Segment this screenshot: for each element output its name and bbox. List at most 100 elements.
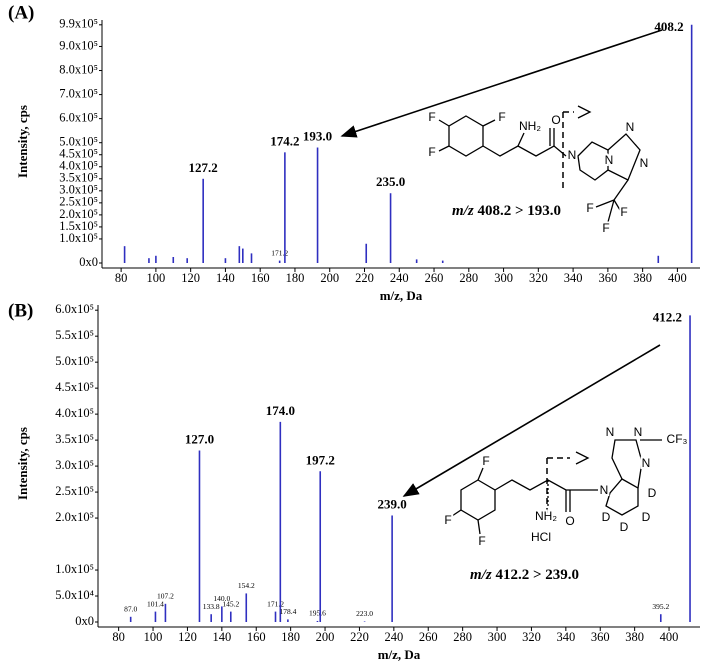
atom-label: N bbox=[634, 425, 643, 439]
peak-label: 195.6 bbox=[309, 609, 326, 618]
x-tick-label: 200 bbox=[320, 271, 339, 285]
atom-label: F bbox=[482, 454, 489, 468]
x-tick-label: 180 bbox=[281, 630, 300, 644]
annotation: m/z 412.2 > 239.0 bbox=[470, 567, 579, 583]
peak-label: 223.0 bbox=[356, 609, 373, 618]
panel-label: (A) bbox=[8, 2, 34, 23]
y-tick-label: 2.0x10⁵ bbox=[59, 207, 98, 221]
x-tick-label: 400 bbox=[660, 630, 679, 644]
atom-label: O bbox=[565, 514, 574, 528]
peak-label: 235.0 bbox=[376, 174, 405, 189]
atom-label: O bbox=[551, 113, 560, 127]
peak-label: 154.2 bbox=[238, 581, 255, 590]
peak-label: 171.2 bbox=[271, 248, 288, 257]
x-tick-label: 280 bbox=[459, 271, 478, 285]
x-tick-label: 120 bbox=[181, 271, 200, 285]
x-tick-label: 220 bbox=[355, 271, 374, 285]
structure-b bbox=[402, 344, 662, 535]
x-tick-label: 240 bbox=[390, 271, 409, 285]
x-tick-label: 320 bbox=[522, 630, 541, 644]
atom-label: NH₂ bbox=[519, 119, 541, 133]
x-tick-label: 160 bbox=[247, 630, 266, 644]
annotation-prefix: m/z bbox=[470, 567, 492, 583]
y-axis-title: Intensity, cps bbox=[15, 427, 30, 500]
y-tick-label: 6.0x10⁵ bbox=[59, 111, 98, 125]
atom-label: F bbox=[428, 110, 435, 124]
peak-label: 107.2 bbox=[157, 592, 174, 601]
x-tick-label: 260 bbox=[425, 271, 444, 285]
x-tick-label: 280 bbox=[453, 630, 472, 644]
x-tick-label: 300 bbox=[488, 630, 507, 644]
x-tick-label: 220 bbox=[350, 630, 369, 644]
atom-label: F bbox=[444, 513, 451, 527]
atom-label: N bbox=[640, 156, 649, 170]
atom-label: F bbox=[498, 110, 505, 124]
x-tick-label: 340 bbox=[556, 630, 575, 644]
peak-label: 171.2 bbox=[267, 599, 284, 608]
y-tick-label: 3.0x10⁵ bbox=[59, 183, 98, 197]
y-tick-label: 9.9x10⁵ bbox=[59, 17, 98, 31]
annotation-prefix: m/z bbox=[452, 203, 474, 219]
peak-label: 174.0 bbox=[266, 403, 295, 418]
atom-label: NH₂ bbox=[535, 509, 557, 523]
peak-label: 197.2 bbox=[306, 452, 335, 467]
annotation: m/z 408.2 > 193.0 bbox=[452, 203, 561, 219]
x-tick-label: 80 bbox=[115, 271, 128, 285]
atom-label: N bbox=[626, 120, 635, 134]
y-tick-label: 4.0x10⁵ bbox=[55, 406, 94, 420]
peak-label: 408.2 bbox=[654, 19, 683, 34]
x-tick-label: 360 bbox=[591, 630, 610, 644]
peak-label: 395.2 bbox=[652, 602, 669, 611]
y-tick-label: 4.5x10⁵ bbox=[55, 380, 94, 394]
x-tick-label: 200 bbox=[316, 630, 335, 644]
y-tick-label: 2.0x10⁵ bbox=[55, 510, 94, 524]
atom-label: N bbox=[568, 148, 577, 162]
atom-label: N bbox=[605, 153, 614, 167]
x-tick-label: 100 bbox=[147, 271, 166, 285]
y-tick-label: 0x0 bbox=[75, 614, 94, 628]
atom-label: F bbox=[586, 201, 593, 215]
x-tick-label: 180 bbox=[286, 271, 305, 285]
peak-label: 145.2 bbox=[222, 599, 239, 608]
atom-label: F bbox=[428, 145, 435, 159]
atom-label: CF₃ bbox=[667, 432, 688, 446]
y-tick-label: 2.5x10⁵ bbox=[55, 484, 94, 498]
peak-label: 178.4 bbox=[279, 607, 296, 616]
atom-label: D bbox=[620, 520, 629, 534]
y-tick-label: 6.0x10⁵ bbox=[55, 302, 94, 316]
peak-label: 101.4 bbox=[147, 599, 164, 608]
x-tick-label: 360 bbox=[598, 271, 617, 285]
y-tick-label: 5.0x10⁵ bbox=[59, 135, 98, 149]
peak-label: 193.0 bbox=[303, 128, 332, 143]
x-axis-title: m/z, Da bbox=[380, 288, 423, 303]
atom-label: F bbox=[620, 205, 627, 219]
atom-label: HCl bbox=[531, 530, 551, 544]
y-tick-label: 1.0x10⁵ bbox=[55, 562, 94, 576]
x-tick-label: 100 bbox=[144, 630, 163, 644]
x-tick-label: 340 bbox=[564, 271, 583, 285]
atom-label: D bbox=[648, 486, 657, 500]
x-tick-label: 380 bbox=[633, 271, 652, 285]
peak-label: 239.0 bbox=[377, 496, 406, 511]
x-tick-label: 400 bbox=[668, 271, 687, 285]
x-tick-label: 240 bbox=[384, 630, 403, 644]
x-tick-label: 260 bbox=[419, 630, 438, 644]
atom-label: D bbox=[602, 510, 611, 524]
atom-label: D bbox=[642, 510, 651, 524]
atom-label: N bbox=[642, 456, 651, 470]
x-axis-title: m/z, Da bbox=[378, 647, 421, 662]
x-tick-label: 140 bbox=[212, 630, 231, 644]
peak-label: 133.8 bbox=[203, 602, 220, 611]
y-tick-label: 5.0x10⁵ bbox=[55, 354, 94, 368]
y-axis-title: Intensity, cps bbox=[15, 105, 30, 178]
y-tick-label: 0x0 bbox=[79, 255, 98, 269]
peak-label: 127.2 bbox=[189, 160, 218, 175]
peak-label: 87.0 bbox=[124, 605, 137, 614]
y-tick-label: 8.0x10⁵ bbox=[59, 62, 98, 76]
x-tick-label: 120 bbox=[178, 630, 197, 644]
y-tick-label: 1.5x10⁵ bbox=[59, 219, 98, 233]
y-tick-label: 9.0x10⁵ bbox=[59, 38, 98, 52]
y-tick-label: 4.0x10⁵ bbox=[59, 159, 98, 173]
structure-a bbox=[340, 29, 663, 223]
